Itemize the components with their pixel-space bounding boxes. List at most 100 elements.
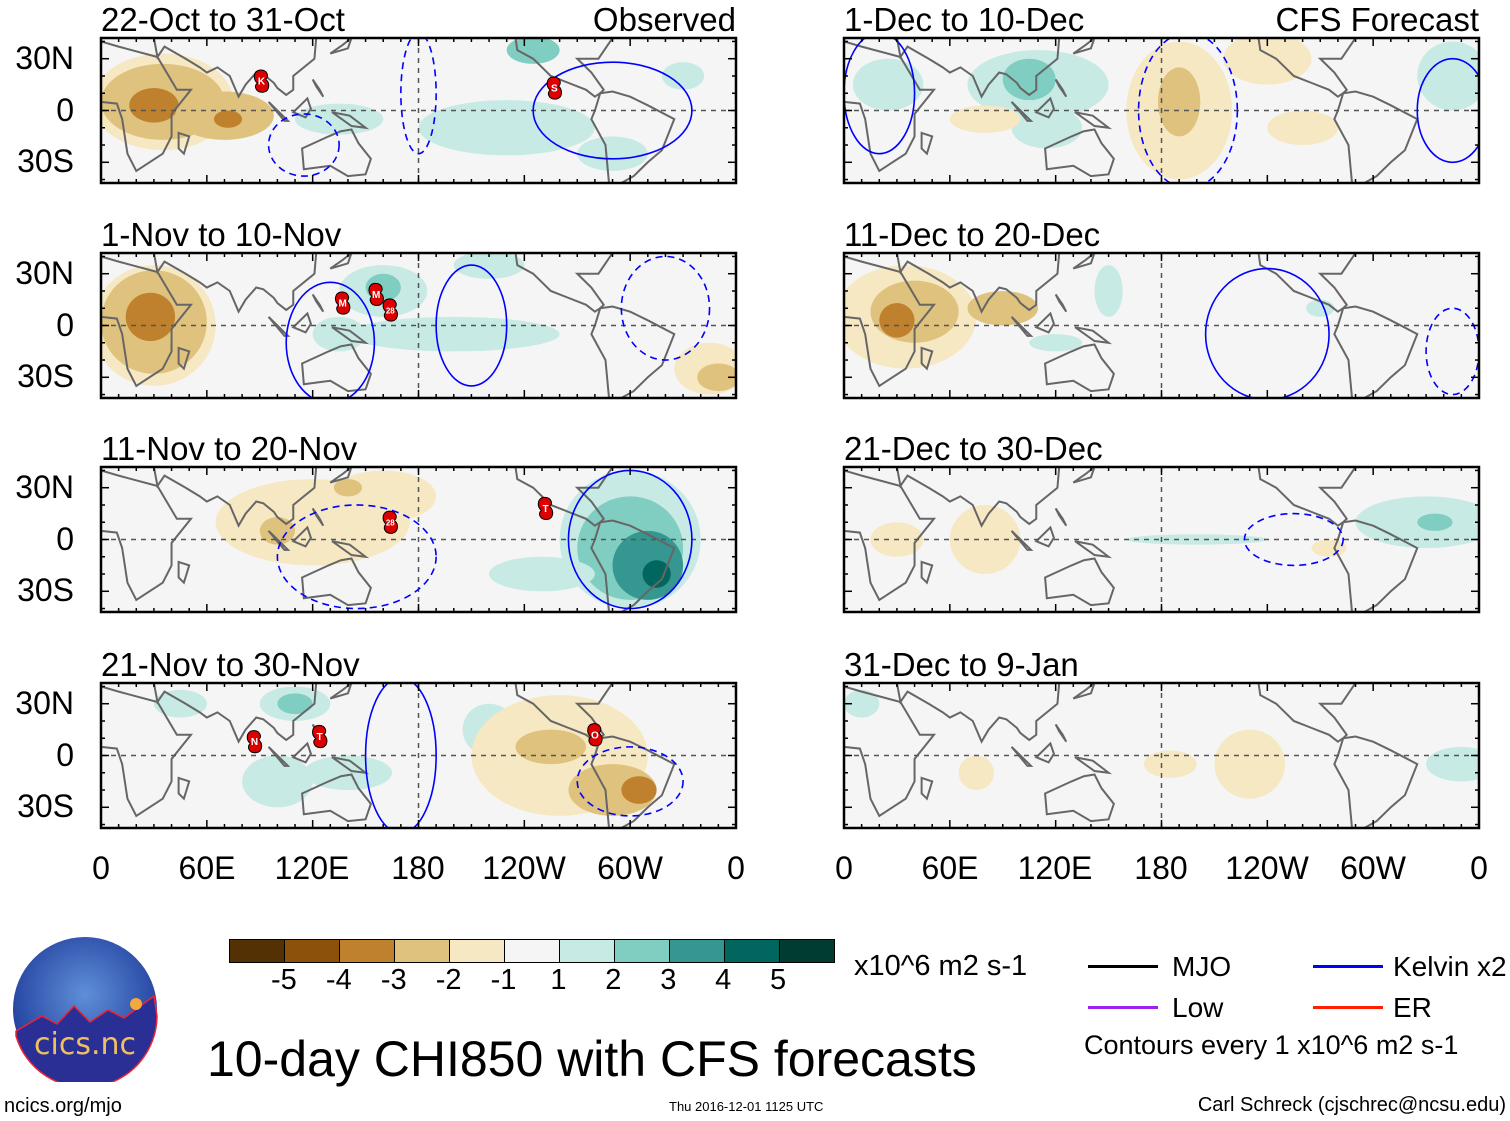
kelvin-contour [400, 38, 437, 155]
observed-label: Observed [592, 1, 736, 38]
anomaly-region [129, 88, 179, 123]
coastline [331, 111, 370, 130]
lat-label: 30N [15, 39, 74, 76]
colorbar-tick-label: -5 [271, 964, 297, 996]
storm-marker: S [546, 76, 562, 100]
coastline [920, 131, 934, 156]
coastline [1054, 507, 1068, 527]
coastline [1333, 305, 1419, 398]
coastline [101, 255, 194, 388]
lon-label: 180 [1134, 850, 1188, 886]
colorbar-swatch [394, 940, 449, 962]
footer-timestamp: Thu 2016-12-01 1125 UTC [669, 1099, 824, 1114]
kelvin-contour [364, 683, 437, 828]
anomaly-region [506, 38, 560, 64]
kelvin-contour [1204, 267, 1330, 398]
anomaly-region [642, 560, 671, 588]
coastline [101, 469, 194, 602]
coastline [152, 253, 318, 314]
anomaly-region [1311, 539, 1347, 557]
storm-label: O [591, 730, 599, 741]
colorbar-swatch [614, 940, 669, 962]
anomaly-region [153, 689, 207, 718]
storm-label: M [338, 299, 346, 310]
coastline [1072, 38, 1096, 55]
storm-label: 28 [386, 306, 395, 315]
legend-label: Low [1172, 992, 1224, 1023]
panel-title: 11-Dec to 20-Dec [844, 216, 1101, 253]
lat-label: 30S [17, 358, 74, 395]
panel-title: 22-Oct to 31-Oct [101, 1, 345, 38]
colorbar-swatch [230, 940, 284, 962]
anomaly-region [1214, 729, 1285, 799]
coastline [1074, 540, 1113, 559]
coastline [329, 253, 353, 270]
lat-label: 30N [15, 254, 74, 291]
anomaly-region [1426, 746, 1479, 782]
storm-marker: T [537, 496, 554, 520]
anomaly-region [958, 755, 994, 791]
map-panel: 28 T [99, 465, 738, 614]
coastline [177, 346, 191, 371]
anomaly-region [125, 292, 176, 342]
colorbar-tick-label: 1 [550, 964, 567, 996]
lat-label: 0 [56, 520, 74, 557]
kelvin-contour [267, 113, 340, 177]
coastline [1034, 525, 1056, 548]
legend-swatch-er [1313, 1006, 1383, 1009]
lon-label: 60W [597, 850, 663, 886]
coastline [291, 311, 313, 334]
coastline [590, 90, 676, 183]
panel-title: 21-Nov to 30-Nov [101, 646, 360, 683]
coastline [1034, 96, 1056, 119]
coastline [514, 253, 614, 313]
anomaly-region [453, 253, 525, 279]
anomaly-region [697, 363, 736, 392]
coastline [1010, 316, 1034, 337]
map-panel [842, 251, 1481, 400]
kelvin-contour [620, 255, 711, 361]
storm-marker: 28 [382, 510, 398, 534]
coastline [895, 253, 1061, 314]
coastline [1044, 343, 1115, 393]
coastline [590, 735, 676, 828]
colorbar-tick-label: 4 [715, 964, 732, 996]
lon-label: 60W [1340, 850, 1406, 886]
coastline [1333, 90, 1419, 183]
anomaly-region [852, 58, 924, 111]
coastline [267, 530, 291, 551]
legend-swatch-low [1088, 1006, 1158, 1009]
lon-label: 0 [835, 850, 853, 886]
coastline [920, 776, 934, 801]
lon-label: 0 [1470, 850, 1488, 886]
coastline [1054, 78, 1068, 98]
lon-label: 0 [727, 850, 745, 886]
kelvin-contour [1425, 307, 1479, 396]
colorbar-tick-label: -1 [490, 964, 517, 996]
coastline [291, 525, 313, 548]
coastline [1034, 311, 1056, 334]
contour-note: Contours every 1 x10^6 m2 s-1 [1084, 1030, 1459, 1060]
storm-label: S [551, 84, 558, 95]
anomaly-region [1267, 110, 1338, 146]
colorbar-units: x10^6 m2 s-1 [854, 950, 1028, 982]
colorbar-tick-label: 3 [660, 964, 677, 996]
kelvin-contour [532, 61, 693, 160]
coastline [267, 101, 291, 122]
lat-label: 30N [15, 468, 74, 505]
kelvin-contour [435, 264, 508, 387]
anomaly-region [418, 100, 595, 156]
coastline [291, 741, 313, 764]
coastline [1257, 683, 1357, 743]
colorbar-swatch [779, 940, 834, 962]
lon-label: 120W [482, 850, 566, 886]
colorbar-tick-label: -3 [380, 964, 407, 996]
map-panel [842, 465, 1481, 614]
storm-marker: O [587, 723, 603, 747]
panel-title: 1-Dec to 10-Dec [844, 1, 1085, 38]
anomaly-region [1029, 334, 1083, 352]
coastline [1074, 326, 1113, 345]
lon-label: 60E [921, 850, 979, 886]
cics-logo: cics.nc [12, 936, 158, 1089]
anomaly-region [577, 136, 648, 171]
